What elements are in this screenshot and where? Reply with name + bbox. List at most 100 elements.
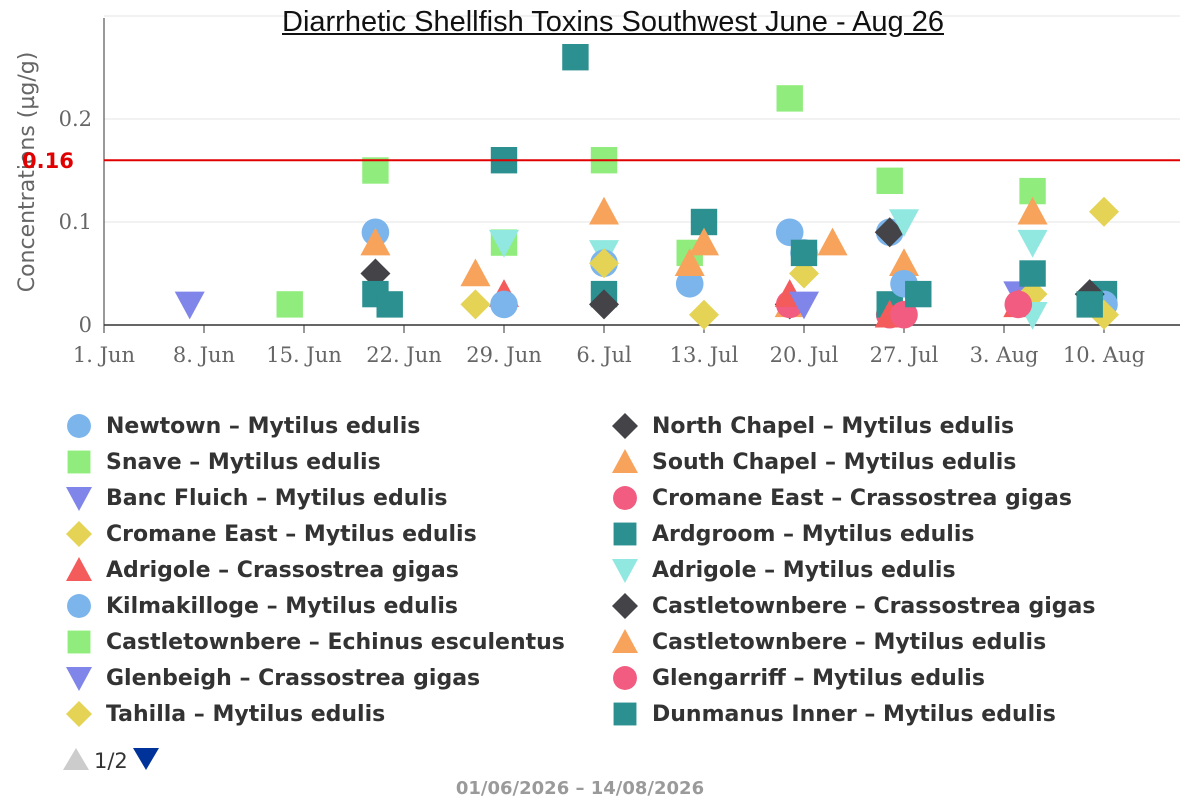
legend-marker [66, 666, 92, 691]
legend-label: South Chapel – Mytilus edulis [652, 449, 1017, 475]
data-point [889, 248, 919, 276]
legend-item[interactable]: Glengarriff – Mytilus edulis [608, 660, 985, 696]
legend-item[interactable]: Cromane East – Mytilus edulis [62, 516, 477, 552]
legend-item[interactable]: Banc Fluich – Mytilus edulis [62, 480, 448, 516]
legend-symbol-icon [67, 594, 91, 618]
legend-label: Ardgroom – Mytilus edulis [652, 521, 975, 547]
data-point [675, 270, 704, 298]
data-point [905, 280, 932, 308]
data-point [776, 85, 803, 112]
data-point [460, 258, 491, 287]
legend-marker [67, 630, 91, 654]
legend-label: North Chapel – Mytilus edulis [652, 413, 1015, 439]
data-point [589, 196, 619, 225]
x-tick-label: 6. Jul [576, 343, 632, 367]
legend-item[interactable]: Newtown – Mytilus edulis [62, 408, 420, 444]
data-point [276, 291, 303, 318]
legend-pager: 1/2 [62, 744, 160, 778]
legend-marker [66, 486, 92, 511]
axes: 1. Jun 8. Jun 15. Jun 22. Jun 29. Jun 6. Jul 1… [15, 18, 1180, 367]
data-point [674, 248, 705, 276]
legend-item[interactable]: Kilmakilloge – Mytilus edulis [62, 588, 458, 624]
legend-label: Banc Fluich – Mytilus edulis [106, 485, 448, 511]
legend-marker [613, 666, 637, 690]
legend-symbol-icon [612, 629, 638, 654]
legend-item[interactable]: Castletownbere – Crassostrea gigas [608, 588, 1095, 624]
legend-symbol-icon [613, 666, 637, 690]
legend-marker [612, 558, 638, 583]
data-point [562, 44, 589, 71]
legend-symbol-icon [613, 702, 637, 726]
data-point [1004, 290, 1033, 319]
legend-item[interactable]: North Chapel – Mytilus edulis [608, 408, 1014, 444]
legend-item[interactable]: South Chapel – Mytilus edulis [608, 444, 1016, 480]
data-point [589, 248, 619, 279]
legend-label: Snave – Mytilus edulis [106, 449, 381, 475]
chart-plot: 1. Jun 8. Jun 15. Jun 22. Jun 29. Jun 6. Jul 1… [15, 15, 1180, 367]
data-point [689, 227, 719, 256]
legend-marker [613, 522, 637, 546]
data-point [1017, 196, 1048, 225]
x-tick-label: 8. Jun [173, 343, 235, 367]
x-tick-label: 22. Jun [366, 343, 442, 367]
data-point [889, 209, 919, 237]
legend-label: Cromane East – Mytilus edulis [106, 521, 477, 547]
legend-item[interactable]: Dunmanus Inner – Mytilus edulis [608, 696, 1056, 732]
legend-item[interactable]: Ardgroom – Mytilus edulis [608, 516, 974, 552]
data-point [817, 227, 848, 256]
legend-label: Tahilla – Mytilus edulis [106, 701, 386, 727]
legend-item[interactable]: Castletownbere – Mytilus edulis [608, 624, 1046, 660]
data-point [589, 289, 619, 320]
x-tick-label: 20. Jul [770, 343, 839, 367]
legend-label: Glenbeigh – Crassostrea gigas [106, 665, 481, 691]
y-tick-label: 0 [79, 313, 92, 337]
legend-marker [66, 521, 92, 547]
data-point [1076, 291, 1103, 318]
legend-marker [612, 413, 638, 439]
legend-marker [612, 593, 638, 619]
legend-marker [66, 701, 92, 727]
legend-page-indicator: 1/2 [94, 749, 128, 773]
legend-item[interactable]: Castletownbere – Echinus esculentus [62, 624, 565, 660]
legend-symbol-icon [612, 449, 638, 474]
legend-next-page-icon[interactable] [132, 747, 160, 776]
data-point [376, 291, 403, 318]
data-point [362, 157, 389, 184]
legend-symbol-icon [66, 557, 92, 582]
x-tick-label: 10. Aug [1063, 343, 1145, 367]
legend-item[interactable]: Snave – Mytilus edulis [62, 444, 381, 480]
legend-symbol-icon [67, 414, 91, 438]
data-point [174, 291, 205, 320]
grid-lines [104, 15, 1180, 223]
legend-item[interactable]: Tahilla – Mytilus edulis [62, 696, 385, 732]
chart-title: Diarrhetic Shellfish Toxins Southwest Ju… [282, 6, 944, 38]
x-tick-label: 15. Jun [266, 343, 342, 367]
legend-label: Kilmakilloge – Mytilus edulis [106, 593, 459, 619]
legend-marker [612, 449, 638, 474]
x-tick-label: 13. Jul [670, 343, 739, 367]
legend-item[interactable]: Adrigole – Mytilus edulis [608, 552, 956, 588]
x-tick-label: 27. Jul [870, 343, 939, 367]
data-point [489, 229, 519, 258]
data-point [689, 299, 719, 330]
threshold: 0.16 [22, 149, 1180, 173]
x-tick-label: 3. Aug [970, 343, 1039, 367]
legend-item[interactable]: Cromane East – Crassostrea gigas [608, 480, 1072, 516]
legend-label: Cromane East – Crassostrea gigas [652, 485, 1072, 511]
data-point [1019, 260, 1046, 287]
data-point [890, 300, 918, 329]
legend-item[interactable]: Adrigole – Crassostrea gigas [62, 552, 459, 588]
y-tick-label: 0.1 [59, 210, 92, 234]
data-point [1089, 196, 1119, 227]
legend-label: Dunmanus Inner – Mytilus edulis [652, 701, 1056, 727]
legend-marker [613, 702, 637, 726]
legend-label: Newtown – Mytilus edulis [106, 413, 421, 439]
legend-prev-page-icon[interactable] [62, 747, 90, 776]
data-point [790, 239, 818, 267]
data-point [874, 217, 905, 248]
legend-symbol-icon [66, 666, 92, 691]
legend-item[interactable]: Glenbeigh – Crassostrea gigas [62, 660, 480, 696]
legend-marker [66, 557, 92, 582]
legend-symbol-icon [66, 486, 92, 511]
x-tick-label: 1. Jun [73, 343, 135, 367]
